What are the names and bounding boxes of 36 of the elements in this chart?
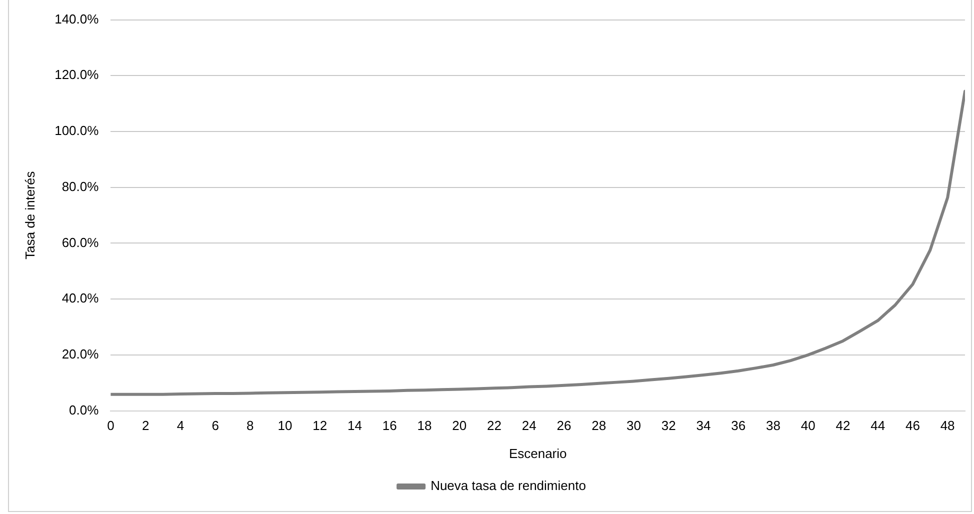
x-tick-label: 18 (417, 418, 432, 434)
x-tick-label: 46 (905, 418, 920, 434)
x-tick-label: 40 (800, 418, 816, 434)
legend-label: Nueva tasa de rendimiento (430, 478, 586, 494)
y-tick-label: 20.0% (62, 346, 100, 362)
x-tick-label: 38 (766, 418, 780, 434)
x-tick-label: 24 (522, 418, 536, 434)
x-tick-label: 32 (661, 418, 676, 434)
x-tick-label: 48 (940, 418, 955, 434)
x-tick-label: 26 (556, 418, 572, 434)
x-tick-label: 34 (696, 418, 711, 434)
x-tick-label: 8 (246, 418, 254, 434)
y-axis-title: Tasa de interés (22, 170, 38, 260)
x-tick-label: 4 (176, 418, 184, 434)
x-tick-label: 36 (731, 418, 746, 434)
x-tick-label: 22 (487, 418, 502, 434)
x-tick-label: 42 (836, 418, 850, 434)
x-tick-label: 16 (382, 418, 397, 434)
x-tick-label: 12 (312, 418, 328, 434)
y-tick-label: 80.0% (62, 178, 100, 194)
y-tick-label: 140.0% (54, 11, 100, 26)
y-tick-label: 60.0% (62, 234, 100, 250)
x-tick-label: 0 (107, 418, 114, 434)
x-tick-label: 44 (870, 418, 886, 434)
x-axis-title: Escenario (508, 446, 567, 461)
y-tick-label: 40.0% (62, 290, 100, 306)
y-tick-label: 120.0% (54, 67, 100, 82)
x-tick-label: 30 (626, 418, 641, 434)
y-tick-label: 0.0% (69, 402, 100, 418)
x-tick-label: 6 (212, 418, 219, 434)
x-tick-label: 10 (278, 418, 292, 434)
y-tick-label: 100.0% (54, 123, 100, 138)
x-tick-label: 2 (142, 418, 150, 434)
x-tick-label: 20 (452, 418, 467, 434)
x-tick-label: 28 (592, 418, 606, 434)
x-tick-label: 14 (348, 418, 362, 434)
